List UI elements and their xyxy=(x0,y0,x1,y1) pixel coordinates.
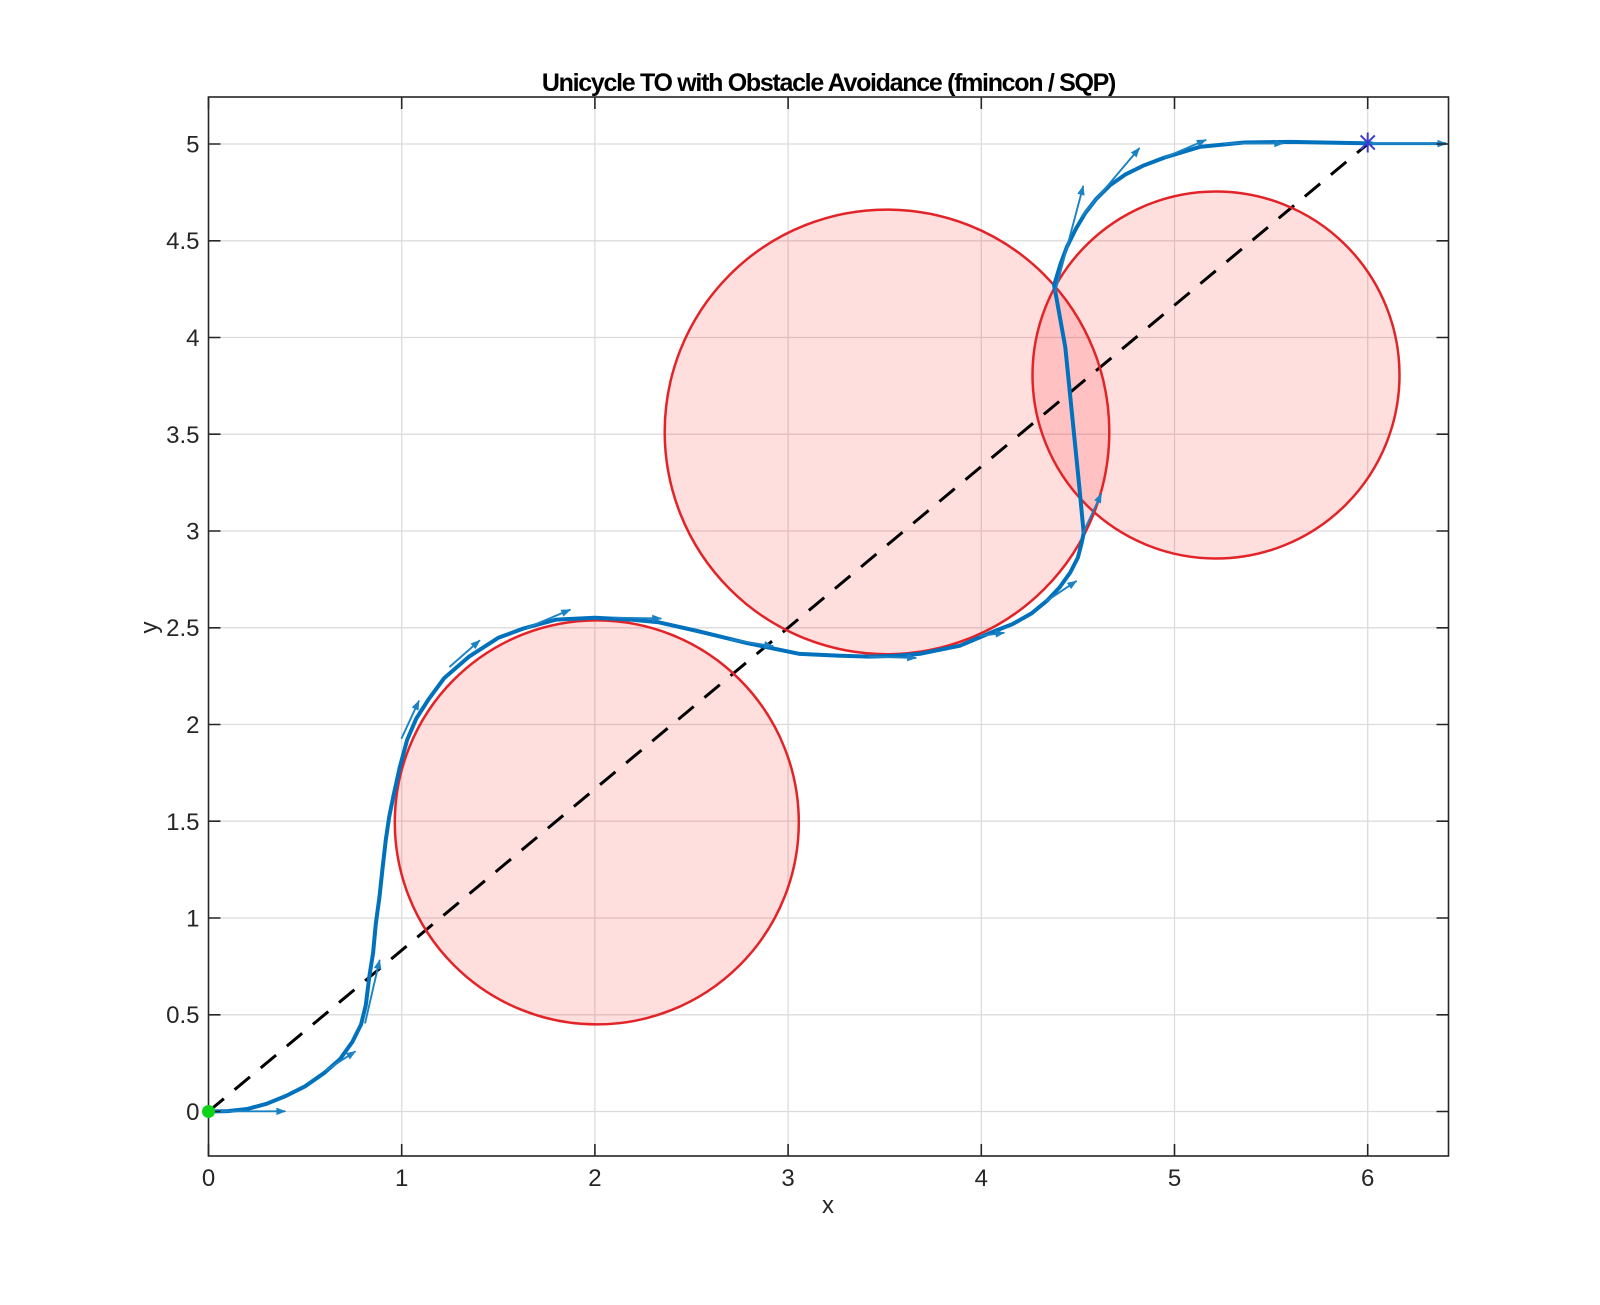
svg-text:x: x xyxy=(822,1192,834,1219)
svg-text:6: 6 xyxy=(1361,1165,1374,1192)
svg-text:4: 4 xyxy=(186,325,199,352)
svg-text:3: 3 xyxy=(781,1165,794,1192)
svg-text:3.5: 3.5 xyxy=(166,422,199,449)
svg-text:0: 0 xyxy=(202,1165,215,1192)
svg-text:1: 1 xyxy=(186,906,199,933)
svg-text:5: 5 xyxy=(1168,1165,1181,1192)
svg-text:2: 2 xyxy=(588,1165,601,1192)
svg-text:Unicycle TO with Obstacle Avoi: Unicycle TO with Obstacle Avoidance (fmi… xyxy=(542,69,1116,97)
svg-text:1.5: 1.5 xyxy=(166,809,199,836)
svg-text:0.5: 0.5 xyxy=(166,1002,199,1029)
svg-text:2: 2 xyxy=(186,712,199,739)
svg-text:0: 0 xyxy=(186,1099,199,1126)
svg-text:1: 1 xyxy=(395,1165,408,1192)
svg-text:5: 5 xyxy=(186,132,199,159)
svg-text:2.5: 2.5 xyxy=(166,615,199,642)
svg-text:4.5: 4.5 xyxy=(166,228,199,255)
svg-text:3: 3 xyxy=(186,519,199,546)
svg-text:4: 4 xyxy=(975,1165,988,1192)
svg-text:y: y xyxy=(136,622,163,634)
